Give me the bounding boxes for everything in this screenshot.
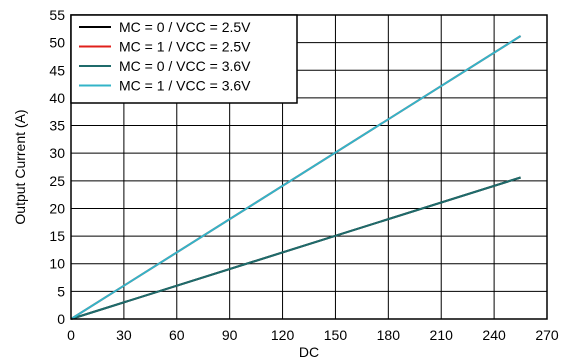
legend-label: MC = 1 / VCC = 3.6V <box>119 78 251 94</box>
x-tick-label: 210 <box>430 327 454 343</box>
y-tick-label: 25 <box>49 173 65 189</box>
y-tick-label: 40 <box>49 90 65 106</box>
y-tick-label: 5 <box>57 283 65 299</box>
x-tick-labels: 0 30 60 90 120 150 180 210 240 270 <box>67 327 559 343</box>
legend-box <box>70 14 298 104</box>
x-tick-label: 180 <box>377 327 401 343</box>
x-tick-label: 0 <box>67 327 75 343</box>
y-tick-labels: 0 5 10 15 20 25 30 35 40 45 50 55 <box>49 7 65 327</box>
legend-label: MC = 0 / VCC = 3.6V <box>119 58 251 74</box>
x-tick-label: 150 <box>324 327 348 343</box>
y-tick-label: 20 <box>49 200 65 216</box>
x-axis-title: DC <box>299 344 319 360</box>
x-tick-label: 270 <box>535 327 559 343</box>
series-line-4 <box>70 35 522 320</box>
x-tick-label: 60 <box>169 327 185 343</box>
series-layer <box>70 35 522 320</box>
series-line-3 <box>70 176 521 320</box>
y-tick-label: 30 <box>49 145 65 161</box>
y-axis-title: Output Current (A) <box>12 109 28 224</box>
x-tick-label: 30 <box>116 327 132 343</box>
legend: MC = 0 / VCC = 2.5V MC = 1 / VCC = 2.5V MC… <box>70 14 298 104</box>
y-tick-label: 0 <box>57 311 65 327</box>
y-tick-label: 35 <box>49 118 65 134</box>
legend-label: MC = 1 / VCC = 2.5V <box>119 39 251 55</box>
plot-frame <box>70 14 548 320</box>
grid <box>71 15 547 319</box>
legend-label: MC = 0 / VCC = 2.5V <box>119 19 251 35</box>
x-tick-label: 240 <box>482 327 506 343</box>
y-tick-label: 45 <box>49 62 65 78</box>
y-tick-label: 15 <box>49 228 65 244</box>
x-tick-label: 120 <box>271 327 295 343</box>
x-tick-label: 90 <box>222 327 238 343</box>
y-tick-label: 10 <box>49 256 65 272</box>
y-tick-label: 55 <box>49 7 65 23</box>
y-tick-label: 50 <box>49 35 65 51</box>
